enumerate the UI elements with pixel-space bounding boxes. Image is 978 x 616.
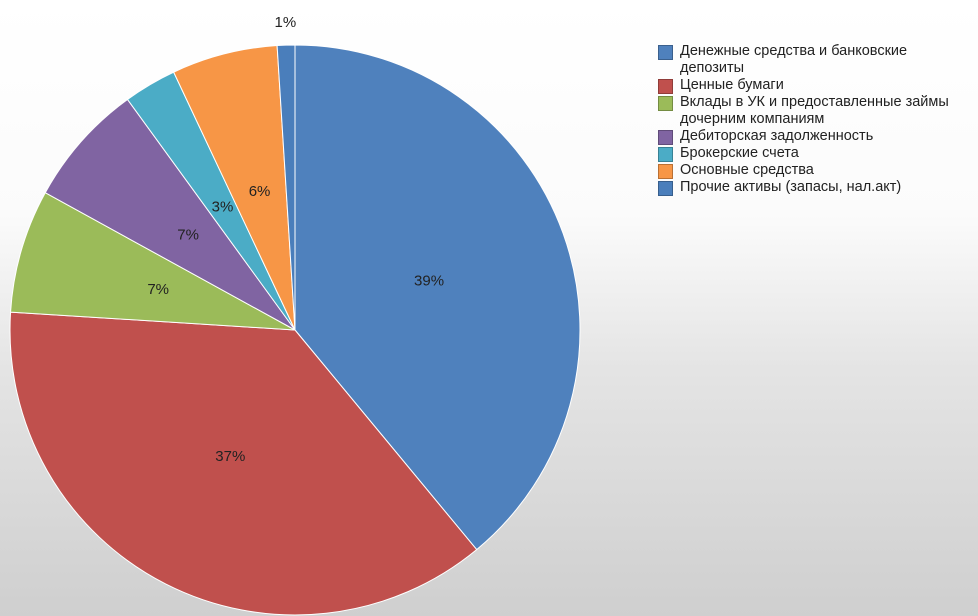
data-label: 7% [177, 227, 199, 244]
legend-label: Ценные бумаги [680, 77, 784, 93]
data-label: 39% [414, 273, 444, 290]
legend-item: Основные средства [656, 162, 974, 179]
data-label: 6% [249, 183, 271, 200]
legend-item: Прочие активы (запасы, нал.акт) [656, 179, 974, 196]
legend-swatch [658, 147, 673, 162]
legend-label: Основные средства [680, 162, 814, 178]
legend-item: Вклады в УК и предоставленные займы доче… [656, 94, 974, 128]
data-label: 37% [215, 448, 245, 465]
data-label: 7% [147, 281, 169, 298]
legend-swatch [658, 181, 673, 196]
legend-item: Денежные средства и банковские депозиты [656, 43, 974, 77]
page: 39% 37% 7% 7% 3% 6% 1% Денежные средства и бан… [0, 0, 978, 616]
legend-swatch [658, 130, 673, 145]
legend-label: Брокерские счета [680, 145, 799, 161]
data-label: 3% [212, 198, 234, 215]
legend-swatch [658, 96, 673, 111]
legend-swatch [658, 79, 673, 94]
legend-label: Денежные средства и банковские депозиты [680, 43, 907, 76]
legend-swatch [658, 164, 673, 179]
legend-label: Прочие активы (запасы, нал.акт) [680, 179, 901, 195]
legend-item: Ценные бумаги [656, 77, 974, 94]
legend-label: Дебиторская задолженность [680, 128, 873, 144]
legend-item: Брокерские счета [656, 145, 974, 162]
legend-item: Дебиторская задолженность [656, 128, 974, 145]
legend-swatch [658, 45, 673, 60]
data-label: 1% [275, 14, 297, 31]
legend-label: Вклады в УК и предоставленные займы доче… [680, 94, 949, 127]
